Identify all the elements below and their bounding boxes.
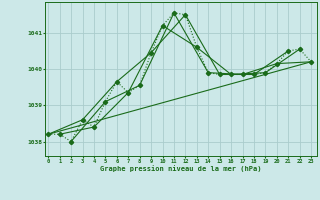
X-axis label: Graphe pression niveau de la mer (hPa): Graphe pression niveau de la mer (hPa) xyxy=(100,165,261,172)
